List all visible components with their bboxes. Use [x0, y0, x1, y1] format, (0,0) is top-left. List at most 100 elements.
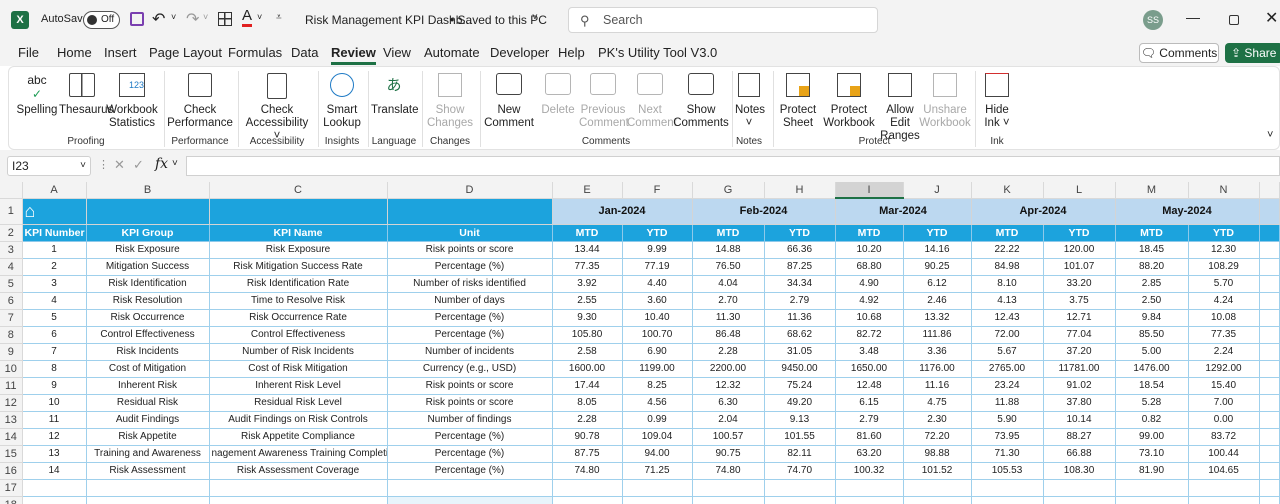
data-cell[interactable]: Percentage (%): [387, 309, 553, 327]
data-cell[interactable]: 100.70: [622, 326, 693, 344]
column-header-a[interactable]: A: [22, 182, 87, 199]
data-cell[interactable]: Number of incidents: [387, 343, 553, 361]
allow-edit-ranges-button[interactable]: Allow Edit Ranges: [875, 73, 925, 143]
data-cell[interactable]: Percentage (%): [387, 326, 553, 344]
empty-cell[interactable]: [971, 496, 1044, 504]
month-header[interactable]: Apr-2024: [971, 198, 1116, 225]
empty-cell[interactable]: [835, 496, 904, 504]
cell[interactable]: [1259, 241, 1280, 259]
data-cell[interactable]: 81.60: [835, 428, 904, 446]
data-cell[interactable]: 11781.00: [1043, 360, 1116, 378]
new-comment-button[interactable]: New Comment: [483, 73, 535, 130]
data-cell[interactable]: Risk points or score: [387, 394, 553, 412]
data-cell[interactable]: 4.90: [835, 275, 904, 293]
data-cell[interactable]: nagement Awareness Training Completio: [209, 445, 388, 463]
data-cell[interactable]: 2765.00: [971, 360, 1044, 378]
data-cell[interactable]: Residual Risk Level: [209, 394, 388, 412]
cell[interactable]: [1259, 198, 1280, 225]
data-cell[interactable]: 12.48: [835, 377, 904, 395]
data-cell[interactable]: 10.68: [835, 309, 904, 327]
data-cell[interactable]: 82.72: [835, 326, 904, 344]
data-cell[interactable]: Percentage (%): [387, 258, 553, 276]
search-box[interactable]: ⚲ Search: [568, 7, 878, 33]
data-cell[interactable]: Risk Occurrence: [86, 309, 210, 327]
data-cell[interactable]: Risk Exposure: [209, 241, 388, 259]
unshare-workbook-button[interactable]: Unshare Workbook: [917, 73, 973, 130]
month-header[interactable]: May-2024: [1115, 198, 1260, 225]
data-cell[interactable]: Mitigation Success: [86, 258, 210, 276]
data-cell[interactable]: 90.78: [552, 428, 623, 446]
data-cell[interactable]: 111.86: [903, 326, 972, 344]
empty-cell[interactable]: [764, 496, 836, 504]
cell[interactable]: [1259, 428, 1280, 446]
row-header[interactable]: 7: [0, 309, 23, 327]
data-cell[interactable]: 37.80: [1043, 394, 1116, 412]
data-cell[interactable]: 9.13: [764, 411, 836, 429]
column-header-h[interactable]: H: [764, 182, 836, 199]
data-cell[interactable]: 4.04: [692, 275, 765, 293]
row-header[interactable]: 13: [0, 411, 23, 429]
column-title[interactable]: YTD: [764, 224, 836, 242]
column-header-e[interactable]: E: [552, 182, 623, 199]
data-cell[interactable]: 101.55: [764, 428, 836, 446]
next-comment-button[interactable]: Next Comment: [627, 73, 677, 130]
column-header-f[interactable]: F: [622, 182, 693, 199]
select-all-corner[interactable]: [0, 182, 23, 199]
data-cell[interactable]: 86.48: [692, 326, 765, 344]
data-cell[interactable]: 68.62: [764, 326, 836, 344]
data-cell[interactable]: Number of Risk Incidents: [209, 343, 388, 361]
column-title[interactable]: KPI Name: [209, 224, 388, 242]
chevron-down-icon[interactable]: ˅: [171, 12, 177, 22]
column-header-g[interactable]: G: [692, 182, 765, 199]
hide-ink-button[interactable]: Hide Ink ˅: [979, 73, 1015, 130]
data-cell[interactable]: Risk Assessment Coverage: [209, 462, 388, 480]
data-cell[interactable]: 120.00: [1043, 241, 1116, 259]
data-cell[interactable]: 2.58: [552, 343, 623, 361]
data-cell[interactable]: 2.28: [552, 411, 623, 429]
column-header-i[interactable]: I: [835, 182, 904, 199]
data-cell[interactable]: 109.04: [622, 428, 693, 446]
row-header[interactable]: 2: [0, 224, 23, 242]
data-cell[interactable]: 4.24: [1188, 292, 1260, 310]
data-cell[interactable]: 77.35: [1188, 326, 1260, 344]
data-cell[interactable]: 12: [22, 428, 87, 446]
column-title[interactable]: KPI Group: [86, 224, 210, 242]
data-cell[interactable]: 1476.00: [1115, 360, 1189, 378]
empty-cell[interactable]: [622, 496, 693, 504]
tab-pk-utility[interactable]: PK's Utility Tool V3.0: [598, 45, 718, 60]
column-header-d[interactable]: D: [387, 182, 553, 199]
delete-comment-button[interactable]: Delete: [535, 73, 581, 117]
month-header[interactable]: Mar-2024: [835, 198, 972, 225]
empty-cell[interactable]: [903, 479, 972, 497]
data-cell[interactable]: 68.80: [835, 258, 904, 276]
row-header[interactable]: 4: [0, 258, 23, 276]
tab-developer[interactable]: Developer: [490, 45, 550, 60]
data-cell[interactable]: 3.92: [552, 275, 623, 293]
data-cell[interactable]: 74.80: [552, 462, 623, 480]
empty-cell[interactable]: [1188, 479, 1260, 497]
tab-data[interactable]: Data: [291, 45, 319, 60]
data-cell[interactable]: 4: [22, 292, 87, 310]
data-cell[interactable]: 99.00: [1115, 428, 1189, 446]
check-accessibility-button[interactable]: Check Accessibility ˅: [241, 73, 313, 143]
data-cell[interactable]: 73.10: [1115, 445, 1189, 463]
empty-cell[interactable]: [552, 479, 623, 497]
data-cell[interactable]: 0.00: [1188, 411, 1260, 429]
close-icon[interactable]: ✕: [1265, 10, 1279, 27]
data-cell[interactable]: 31.05: [764, 343, 836, 361]
row-header[interactable]: 16: [0, 462, 23, 480]
month-header[interactable]: Jan-2024: [552, 198, 693, 225]
data-cell[interactable]: 9450.00: [764, 360, 836, 378]
data-cell[interactable]: 5.70: [1188, 275, 1260, 293]
home-icon[interactable]: ⌂: [24, 200, 36, 221]
data-cell[interactable]: 15.40: [1188, 377, 1260, 395]
data-cell[interactable]: Risk points or score: [387, 377, 553, 395]
tab-help[interactable]: Help: [558, 45, 585, 60]
chevron-down-icon[interactable]: ˅: [257, 12, 263, 22]
check-performance-button[interactable]: Check Performance: [167, 73, 233, 130]
column-title[interactable]: Unit: [387, 224, 553, 242]
empty-cell[interactable]: [903, 496, 972, 504]
empty-cell[interactable]: [1115, 496, 1189, 504]
data-cell[interactable]: 1650.00: [835, 360, 904, 378]
empty-cell[interactable]: [387, 479, 553, 497]
